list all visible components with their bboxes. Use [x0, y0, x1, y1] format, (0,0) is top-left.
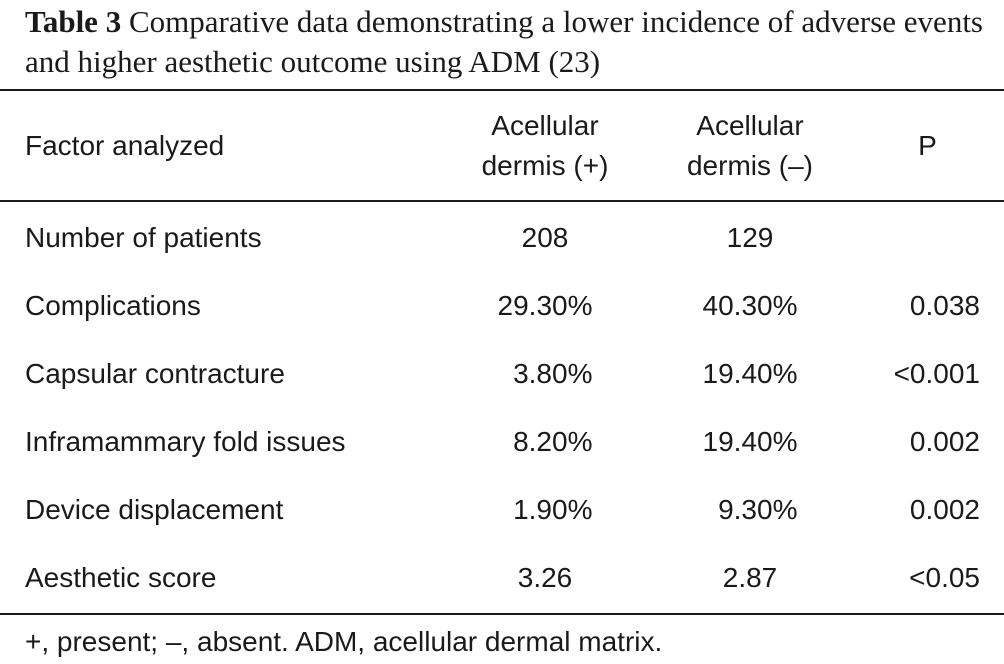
cell-factor: Inframammary fold issues [25, 426, 346, 457]
cell-factor: Capsular contracture [25, 358, 285, 389]
table-row: Inframammary fold issues 8.20% 19.40% 0.… [0, 408, 1004, 476]
cell-p-value: <0.05 [909, 562, 980, 593]
table-footnote: +, present; –, absent. ADM, acellular de… [25, 626, 663, 657]
header-factor: Factor analyzed [25, 91, 445, 200]
cell-adm-present: 3.80% [497, 358, 593, 389]
header-adm-absent-line1: Acellular [696, 109, 804, 141]
table-row: Complications 29.30% 40.30% 0.038 [0, 272, 1004, 340]
header-factor-label: Factor analyzed [25, 129, 225, 161]
cell-p-value: 0.002 [909, 494, 980, 525]
cell-adm-present: 3.26 [517, 562, 573, 593]
cell-p-value: 0.038 [909, 290, 980, 321]
table-row: Aesthetic score 3.26 2.87 <0.05 [0, 544, 1004, 612]
cell-p-value: <0.001 [893, 358, 980, 389]
cell-adm-absent: 9.30% [702, 494, 798, 525]
header-adm-absent-line2: dermis (–) [686, 149, 813, 181]
cell-factor: Device displacement [25, 494, 284, 525]
cell-adm-absent: 19.40% [702, 426, 798, 457]
cell-factor: Number of patients [25, 222, 262, 253]
table-row: Capsular contracture 3.80% 19.40% <0.001 [0, 340, 1004, 408]
cell-adm-absent: 40.30% [702, 290, 798, 321]
cell-adm-absent: 19.40% [702, 358, 798, 389]
cell-adm-absent: 2.87 [722, 562, 778, 593]
header-adm-present-line2: dermis (+) [481, 149, 609, 181]
header-adm-present: Acellular dermis (+) [445, 91, 645, 200]
cell-adm-absent: 129 [726, 222, 774, 253]
table-row: Device displacement 1.90% 9.30% 0.002 [0, 476, 1004, 544]
cell-adm-present: 1.90% [497, 494, 593, 525]
table-number: Table 3 [25, 4, 122, 39]
table-title: Comparative data demonstrating a lower i… [25, 4, 983, 79]
header-adm-present-line1: Acellular [491, 109, 599, 141]
cell-factor: Aesthetic score [25, 562, 217, 593]
header-p-label: P [918, 129, 937, 161]
cell-adm-present: 29.30% [497, 290, 593, 321]
cell-adm-present: 208 [521, 222, 569, 253]
cell-factor: Complications [25, 290, 201, 321]
table-bottom-rule [0, 613, 1004, 615]
table-caption: Table 3 Comparative data demonstrating a… [25, 2, 983, 82]
header-p-value: P [865, 91, 990, 200]
table-header-rule [0, 200, 1004, 202]
table-row: Number of patients 208 129 [0, 204, 1004, 272]
cell-adm-present: 8.20% [497, 426, 593, 457]
cell-p-value: 0.002 [909, 426, 980, 457]
header-adm-absent: Acellular dermis (–) [650, 91, 850, 200]
table-top-rule [0, 89, 1004, 91]
